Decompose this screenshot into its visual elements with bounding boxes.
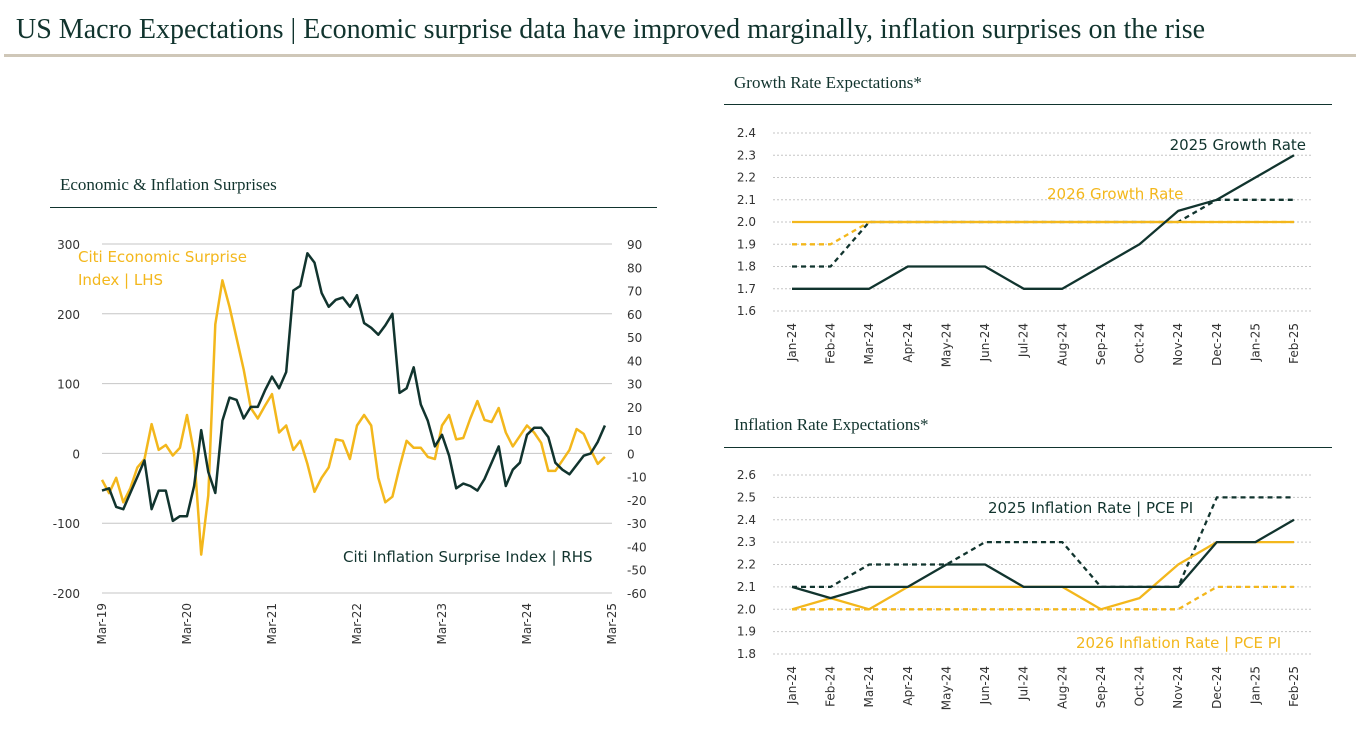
inflation-y-tick-label: 2.2 <box>737 558 756 572</box>
inflation-x-tick-label: Feb-25 <box>1287 666 1301 707</box>
growth-x-tick-label: May-24 <box>939 323 953 367</box>
growth-y-tick-label: 1.7 <box>737 282 756 296</box>
surprises-right-tick-label: -20 <box>627 494 647 508</box>
surprises-x-tick-label: Mar-25 <box>605 603 619 644</box>
growth-y-tick-label: 2.4 <box>737 126 756 140</box>
surprises-right-tick-label: 70 <box>627 285 642 299</box>
surprises-right-tick-label: 50 <box>627 331 642 345</box>
surprises-right-tick-label: 90 <box>627 238 642 252</box>
growth-y-tick-label: 1.8 <box>737 260 756 274</box>
surprises-right-tick-label: 30 <box>627 378 642 392</box>
growth-x-tick-label: Jul-24 <box>1017 323 1031 358</box>
surprises-chart-title: Economic & Inflation Surprises <box>60 175 277 194</box>
surprises-title-rule <box>50 207 657 208</box>
surprises-left-tick-label: 300 <box>57 238 80 252</box>
inflation-x-tick-label: Feb-24 <box>824 666 838 707</box>
growth-chart-title: Growth Rate Expectations* <box>734 73 922 92</box>
page-title: US Macro Expectations | Economic surpris… <box>16 14 1206 45</box>
title-divider <box>4 54 1356 57</box>
surprises-right-tick-label: 20 <box>627 401 642 415</box>
inflation-chart-title: Inflation Rate Expectations* <box>734 415 929 434</box>
growth-y-tick-label: 2.0 <box>737 215 756 229</box>
growth-y-tick-label: 1.6 <box>737 304 756 318</box>
surprises-right-tick-label: -30 <box>627 517 647 531</box>
economic-surprise-label: Citi Economic Surprise <box>78 248 247 266</box>
surprises-left-tick-label: -200 <box>53 587 80 601</box>
inflation-x-tick-label: Nov-24 <box>1171 666 1185 709</box>
inflation-x-tick-label: Jan-25 <box>1248 666 1262 705</box>
growth-x-tick-label: Nov-24 <box>1171 323 1185 366</box>
growth-x-tick-label: Jan-24 <box>785 323 799 362</box>
inflation-x-tick-label: May-24 <box>939 666 953 710</box>
growth-y-tick-label: 1.9 <box>737 237 756 251</box>
growth-x-tick-label: Feb-25 <box>1287 323 1301 364</box>
growth-x-tick-label: Jun-24 <box>978 323 992 362</box>
inflation-y-tick-label: 2.6 <box>737 468 756 482</box>
growth-y-tick-label: 2.2 <box>737 171 756 185</box>
surprises-right-tick-label: 0 <box>627 447 635 461</box>
growth-series-1-line <box>792 198 1294 268</box>
growth-series-0-label: 2025 Growth Rate <box>1170 136 1306 154</box>
growth-title-rule <box>724 104 1332 105</box>
inflation-y-tick-label: 2.0 <box>737 602 756 616</box>
inflation-y-tick-label: 2.4 <box>737 513 756 527</box>
inflation-x-tick-label: Mar-24 <box>862 666 876 707</box>
growth-x-tick-label: Apr-24 <box>901 323 915 363</box>
surprises-x-tick-label: Mar-23 <box>435 603 449 644</box>
surprises-right-tick-label: 80 <box>627 261 642 275</box>
inflation-series-1-line <box>792 496 1294 589</box>
inflation-x-tick-label: Apr-24 <box>901 666 915 706</box>
surprises-right-tick-label: 60 <box>627 308 642 322</box>
surprises-right-tick-label: -60 <box>627 587 647 601</box>
growth-x-tick-label: Aug-24 <box>1055 323 1069 366</box>
surprises-x-tick-label: Mar-24 <box>520 603 534 644</box>
growth-x-tick-label: Dec-24 <box>1210 323 1224 366</box>
inflation-series-2-label: 2026 Inflation Rate | PCE PI <box>1076 634 1281 652</box>
surprises-x-tick-label: Mar-19 <box>95 603 109 644</box>
inflation-y-tick-label: 1.8 <box>737 647 756 661</box>
growth-series-0-line <box>792 154 1295 290</box>
surprises-x-tick-label: Mar-20 <box>180 603 194 644</box>
inflation-series-3-line <box>792 585 1294 611</box>
inflation-y-tick-label: 2.3 <box>737 535 756 549</box>
inflation-x-tick-label: Jan-24 <box>785 666 799 705</box>
growth-x-tick-label: Sep-24 <box>1094 323 1108 365</box>
inflation-x-tick-label: Jul-24 <box>1017 666 1031 701</box>
inflation-series-2-line <box>791 540 1294 611</box>
growth-x-tick-label: Jan-25 <box>1248 323 1262 362</box>
growth-x-tick-label: Mar-24 <box>862 323 876 364</box>
inflation-x-tick-label: Jun-24 <box>978 666 992 705</box>
surprises-left-tick-label: 0 <box>72 447 80 461</box>
inflation-series-0-label: 2025 Inflation Rate | PCE PI <box>988 499 1193 517</box>
inflation-x-tick-label: Sep-24 <box>1094 666 1108 708</box>
inflation-surprise-line <box>101 252 607 523</box>
surprises-right-tick-label: -50 <box>627 564 647 578</box>
growth-x-tick-label: Feb-24 <box>824 323 838 364</box>
inflation-y-tick-label: 2.5 <box>737 490 756 504</box>
inflation-title-rule <box>724 447 1332 448</box>
growth-y-tick-label: 2.1 <box>737 193 756 207</box>
inflation-y-tick-label: 2.1 <box>737 580 756 594</box>
inflation-y-tick-label: 1.9 <box>737 625 756 639</box>
surprises-left-tick-label: 100 <box>57 378 80 392</box>
surprises-x-tick-label: Mar-22 <box>350 603 364 644</box>
surprises-left-tick-label: -100 <box>53 517 80 531</box>
surprises-right-tick-label: 10 <box>627 424 642 438</box>
inflation-x-tick-label: Oct-24 <box>1133 666 1147 706</box>
growth-series-2-label: 2026 Growth Rate <box>1047 185 1183 203</box>
growth-y-tick-label: 2.3 <box>737 148 756 162</box>
inflation-x-tick-label: Dec-24 <box>1210 666 1224 709</box>
inflation-series-0-line <box>791 518 1295 600</box>
growth-x-tick-label: Oct-24 <box>1133 323 1147 363</box>
economic-surprise-label-line2: Index | LHS <box>78 271 163 289</box>
surprises-right-tick-label: -40 <box>627 540 647 554</box>
surprises-left-tick-label: 200 <box>57 308 80 322</box>
inflation-x-tick-label: Aug-24 <box>1055 666 1069 709</box>
economic-surprise-line <box>100 279 606 556</box>
surprises-right-tick-label: -10 <box>627 471 647 485</box>
surprises-right-tick-label: 40 <box>627 354 642 368</box>
inflation-surprise-label: Citi Inflation Surprise Index | RHS <box>343 548 593 566</box>
surprises-x-tick-label: Mar-21 <box>265 603 279 644</box>
